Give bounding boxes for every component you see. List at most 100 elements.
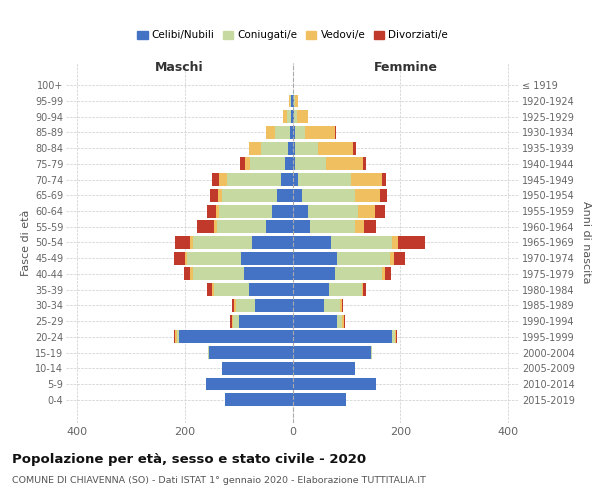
- Bar: [236, 299, 255, 312]
- Bar: [293, 393, 346, 406]
- Bar: [255, 299, 293, 312]
- Bar: [363, 158, 366, 170]
- Bar: [184, 268, 190, 280]
- Bar: [250, 283, 293, 296]
- Bar: [239, 314, 293, 328]
- Bar: [337, 314, 342, 328]
- Bar: [208, 346, 209, 359]
- Bar: [293, 126, 295, 139]
- Bar: [190, 268, 193, 280]
- Bar: [293, 220, 310, 233]
- Bar: [395, 330, 396, 344]
- Bar: [233, 314, 239, 328]
- Bar: [342, 314, 344, 328]
- Bar: [277, 189, 293, 202]
- Y-axis label: Anni di nascita: Anni di nascita: [581, 201, 592, 284]
- Bar: [344, 314, 346, 328]
- Bar: [225, 393, 293, 406]
- Bar: [293, 283, 329, 296]
- Bar: [212, 173, 218, 186]
- Bar: [275, 126, 290, 139]
- Bar: [293, 94, 295, 108]
- Bar: [398, 236, 425, 249]
- Bar: [355, 189, 380, 202]
- Bar: [214, 283, 250, 296]
- Bar: [353, 142, 356, 154]
- Bar: [206, 378, 293, 390]
- Bar: [396, 330, 397, 344]
- Bar: [217, 204, 219, 218]
- Bar: [382, 173, 386, 186]
- Bar: [340, 299, 341, 312]
- Bar: [362, 283, 363, 296]
- Bar: [297, 110, 308, 123]
- Bar: [293, 268, 335, 280]
- Bar: [324, 299, 340, 312]
- Bar: [283, 110, 287, 123]
- Bar: [250, 142, 261, 154]
- Bar: [385, 268, 391, 280]
- Bar: [329, 283, 362, 296]
- Bar: [244, 268, 293, 280]
- Bar: [392, 330, 395, 344]
- Bar: [293, 299, 324, 312]
- Bar: [266, 220, 293, 233]
- Bar: [285, 158, 293, 170]
- Bar: [364, 220, 376, 233]
- Bar: [298, 173, 351, 186]
- Bar: [241, 252, 293, 264]
- Bar: [363, 283, 366, 296]
- Bar: [392, 236, 398, 249]
- Bar: [293, 330, 392, 344]
- Bar: [308, 204, 358, 218]
- Bar: [214, 220, 217, 233]
- Text: Femmine: Femmine: [374, 62, 438, 74]
- Bar: [293, 362, 355, 374]
- Bar: [272, 204, 293, 218]
- Bar: [351, 173, 382, 186]
- Bar: [293, 173, 298, 186]
- Bar: [293, 158, 295, 170]
- Bar: [174, 252, 185, 264]
- Bar: [230, 314, 232, 328]
- Bar: [331, 236, 392, 249]
- Bar: [293, 189, 302, 202]
- Bar: [295, 94, 298, 108]
- Bar: [295, 142, 318, 154]
- Bar: [294, 110, 297, 123]
- Bar: [358, 204, 375, 218]
- Bar: [245, 158, 250, 170]
- Bar: [232, 314, 233, 328]
- Bar: [295, 126, 305, 139]
- Bar: [252, 236, 293, 249]
- Bar: [310, 220, 355, 233]
- Bar: [190, 236, 193, 249]
- Bar: [179, 330, 293, 344]
- Bar: [187, 252, 241, 264]
- Bar: [193, 268, 244, 280]
- Bar: [175, 236, 190, 249]
- Y-axis label: Fasce di età: Fasce di età: [20, 210, 31, 276]
- Bar: [293, 236, 331, 249]
- Bar: [293, 204, 308, 218]
- Bar: [234, 299, 236, 312]
- Bar: [261, 142, 288, 154]
- Bar: [318, 142, 353, 154]
- Bar: [185, 252, 187, 264]
- Bar: [375, 204, 385, 218]
- Bar: [389, 252, 394, 264]
- Bar: [292, 94, 293, 108]
- Bar: [288, 142, 293, 154]
- Bar: [223, 362, 293, 374]
- Bar: [290, 94, 292, 108]
- Bar: [335, 268, 382, 280]
- Bar: [217, 220, 266, 233]
- Bar: [293, 110, 294, 123]
- Bar: [295, 158, 326, 170]
- Legend: Celibi/Nubili, Coniugati/e, Vedovi/e, Divorziati/e: Celibi/Nubili, Coniugati/e, Vedovi/e, Di…: [133, 26, 452, 44]
- Bar: [176, 330, 179, 344]
- Bar: [219, 204, 272, 218]
- Bar: [266, 126, 275, 139]
- Bar: [212, 283, 214, 296]
- Text: COMUNE DI CHIAVENNA (SO) - Dati ISTAT 1° gennaio 2020 - Elaborazione TUTTITALIA.: COMUNE DI CHIAVENNA (SO) - Dati ISTAT 1°…: [12, 476, 426, 485]
